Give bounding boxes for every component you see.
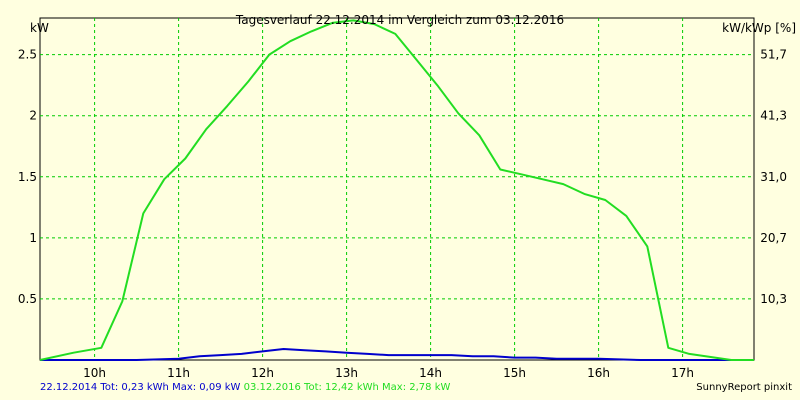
plot-area xyxy=(39,17,755,361)
x-tick-label: 12h xyxy=(251,366,274,380)
footer-series-2: 03.12.2016 Tot: 12,42 kWh Max: 2,78 kW xyxy=(243,382,451,393)
footer-credit: SunnyReport pinxit xyxy=(696,382,792,393)
y2-tick-label: 10,3 xyxy=(760,292,787,306)
x-tick-label: 16h xyxy=(587,366,610,380)
y2-tick-label: 51,7 xyxy=(760,48,787,62)
y2-tick-label: 20,7 xyxy=(760,231,787,245)
y2-axis-label: kW/kWp [%] xyxy=(722,21,796,35)
x-tick-label: 10h xyxy=(83,366,106,380)
x-tick-label: 17h xyxy=(671,366,694,380)
y-tick-label: 2 xyxy=(29,109,37,123)
series-layer xyxy=(39,19,754,361)
ticks: 10h 11h 12h 13h 14h 15h 16h 17h 0.5 1 1.5 2 2.5 10,3 2… xyxy=(18,48,787,380)
x-tick-label: 15h xyxy=(503,366,526,380)
y-tick-label: 2.5 xyxy=(18,48,37,62)
y-axis-label: kW xyxy=(30,21,49,35)
grid xyxy=(40,18,754,360)
footer-series-1: 22.12.2014 Tot: 0,23 kWh Max: 0,09 kW xyxy=(40,382,241,393)
y2-tick-label: 41,3 xyxy=(760,109,787,123)
footer-summary: 22.12.2014 Tot: 0,23 kWh Max: 0,09 kW 03… xyxy=(40,382,450,393)
series-line-2 xyxy=(39,19,754,361)
y-tick-label: 0.5 xyxy=(18,292,37,306)
x-tick-label: 11h xyxy=(167,366,190,380)
y-tick-label: 1 xyxy=(29,231,37,245)
y-tick-label: 1.5 xyxy=(18,170,37,184)
x-tick-label: 14h xyxy=(419,366,442,380)
x-tick-label: 13h xyxy=(335,366,358,380)
series-line-1 xyxy=(40,348,754,361)
chart-title: Tagesverlauf 22.12.2014 im Vergleich zum… xyxy=(235,13,564,27)
y2-tick-label: 31,0 xyxy=(760,170,787,184)
